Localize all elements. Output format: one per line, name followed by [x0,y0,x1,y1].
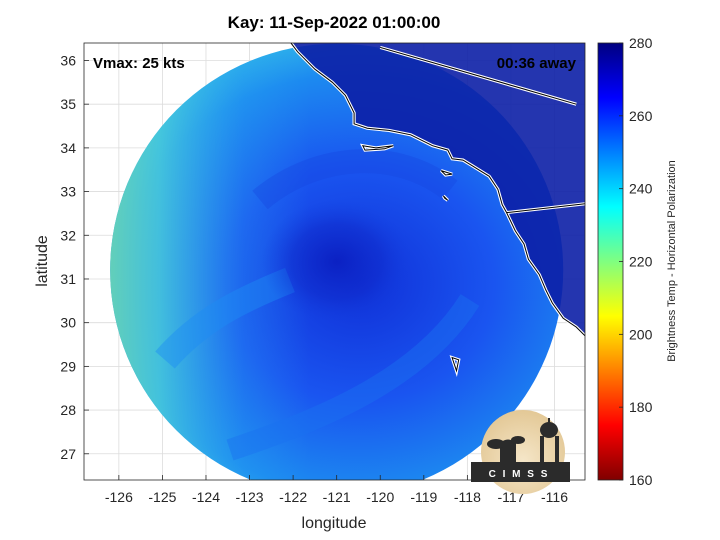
border-path [506,203,585,214]
logo-text: C I M S S [489,469,550,480]
x-tick-label: -119 [410,489,437,505]
y-tick-label: 32 [60,227,76,243]
x-tick-label: -123 [236,489,264,505]
x-tick-label: -126 [105,489,133,505]
colorbar-tick-label: 280 [629,35,653,51]
island-path [451,356,460,373]
colorbar-tick-label: 260 [629,108,653,124]
x-axis-ticks: -126 -125 -124 -123 -122 -121 -120 -119 -118 -117… [105,475,568,505]
time-away-label: 00:36 away [497,55,577,72]
colorbar-tick-label: 160 [629,472,653,488]
colorbar [597,42,624,481]
y-axis-label: latitude [34,235,51,287]
y-tick-label: 30 [60,315,76,331]
y-tick-label: 36 [60,52,76,68]
island-path [361,145,394,151]
x-tick-label: -118 [454,489,481,505]
x-tick-label: -125 [148,489,176,505]
x-tick-label: -124 [192,489,220,505]
plot-border [83,42,586,481]
y-tick-label: 35 [60,96,76,112]
island-path [589,397,596,408]
x-tick-label: -116 [541,489,568,505]
y-tick-label: 29 [60,358,76,374]
x-tick-label: -120 [366,489,394,505]
vmax-label: Vmax: 25 kts [93,55,185,72]
colorbar-tick-label: 180 [629,399,653,415]
colorbar-tick-label: 200 [629,326,653,342]
cimss-logo: C I M S S [471,410,570,494]
y-axis-ticks: 27 28 29 30 31 32 33 34 35 36 [60,52,89,462]
colorbar-ticks: 160 180 200 220 240 260 280 [619,35,653,488]
island-path [589,397,596,408]
land-region [290,43,585,336]
coastline-path [290,43,585,337]
y-tick-label: 27 [60,446,76,462]
island-path [440,170,453,176]
x-tick-label: -122 [279,489,307,505]
y-tick-label: 31 [60,271,76,287]
state-border-path [380,46,577,105]
map-title: Kay: 11-Sep-2022 01:00:00 [228,13,441,32]
y-tick-label: 33 [60,184,76,200]
y-tick-label: 34 [60,140,76,156]
colorbar-tick-label: 220 [629,254,653,270]
colorbar-tick-label: 240 [629,181,653,197]
y-tick-label: 28 [60,402,76,418]
island-path [442,195,449,201]
colorbar-label: Brightness Temp - Horizontal Polarizatio… [666,160,678,362]
x-tick-label: -121 [323,489,351,505]
storm-eye [261,199,412,324]
x-axis-label: longitude [302,515,367,532]
coastline-outline [290,43,596,408]
